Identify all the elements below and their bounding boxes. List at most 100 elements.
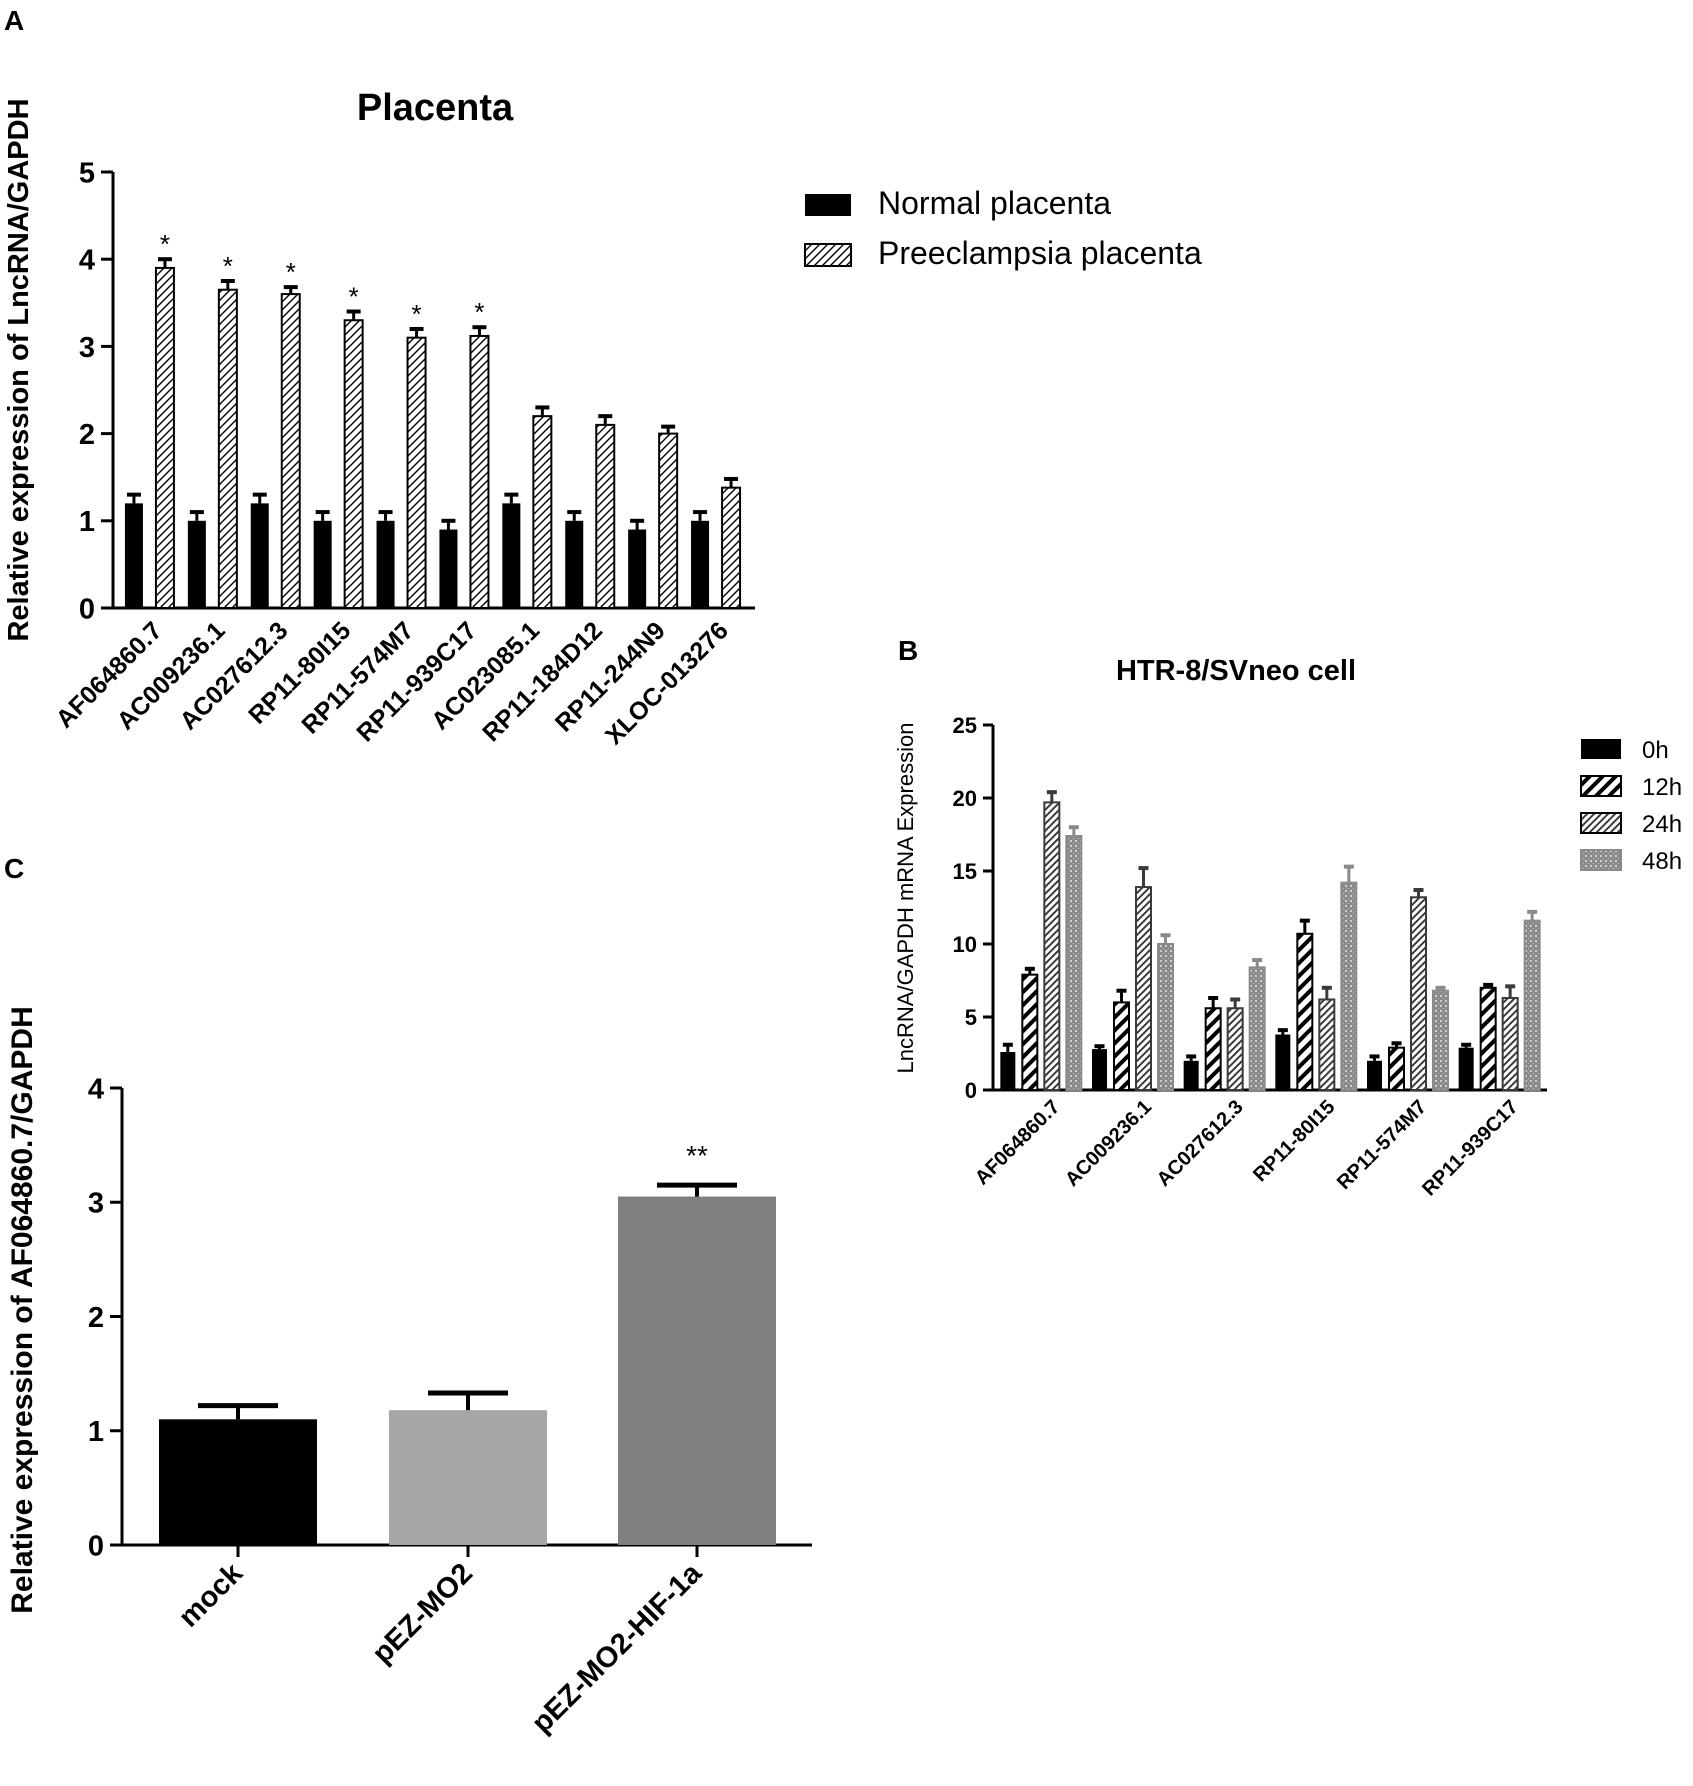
panel-a-title: Placenta (357, 87, 514, 129)
panel-b-bar (1479, 986, 1497, 1091)
legend-label-24h: 24h (1642, 811, 1682, 838)
panel-c-letter: C (4, 853, 24, 884)
panel-b-bar (1501, 997, 1519, 1092)
panel-b-x-tick-label: RP11-574M7 (1333, 1096, 1431, 1194)
panel-b-x-tick-label: RP11-939C17 (1418, 1096, 1522, 1200)
panel-b-axes: 0 5 10 15 20 25 AF064860.7AC009236.1AC027612.3… (953, 713, 1547, 1200)
panel-b-title: HTR-8/SVneo cell (1116, 655, 1356, 687)
panel-a-bar (154, 266, 175, 609)
legend-swatch-preeclampsia-placenta (804, 243, 852, 267)
panel-b-legend: 0h 12h 24h 48h (1580, 737, 1682, 875)
panel-b-x-tick-label: AC009236.1 (1061, 1096, 1156, 1191)
panel-b-y-tick-label: 25 (953, 713, 977, 738)
panel-a-bar (532, 415, 553, 609)
panel-b-y-tick-label: 5 (965, 1005, 977, 1030)
panel-a-significance-label: * (411, 299, 421, 329)
panel-b-ylabel: LncRNA/GAPDH mRNA Expression (893, 723, 918, 1074)
panel-a-bar (565, 520, 584, 608)
panel-a-letter: A (4, 5, 24, 36)
panel-a-bar (595, 423, 616, 609)
panel-a-bar (250, 503, 269, 608)
panel-b-bar (1000, 1052, 1016, 1090)
panel-b-bar (1113, 1001, 1130, 1092)
panel-a-bar (217, 288, 238, 609)
panel-c-x-tick-label: pEZ-MO2-HIF-1a (526, 1557, 709, 1740)
panel-a-bar (187, 520, 206, 608)
panel-c-y-tick-label: 0 (88, 1530, 104, 1562)
panel-a-bar (721, 486, 742, 609)
panel-a-y-tick-label: 1 (79, 506, 95, 538)
panel-a-significance-label: * (349, 282, 359, 312)
panel-b-bar (1226, 1007, 1244, 1091)
legend-swatch-normal-placenta (805, 194, 851, 216)
panel-a-bar (376, 520, 395, 608)
panel-b-bar (1432, 989, 1449, 1091)
legend-swatch-12h (1580, 775, 1622, 797)
legend-label-0h: 0h (1642, 737, 1669, 764)
panel-a-bar (313, 520, 332, 608)
panel-b-y-tick-label: 10 (953, 932, 977, 957)
panel-c-x-tick-label: pEZ-MO2 (366, 1557, 479, 1670)
panel-a-bar (439, 529, 458, 608)
panel-a-significance-label: * (223, 251, 233, 281)
panel-c-bar (389, 1410, 547, 1545)
panel-b-bar (1388, 1046, 1405, 1092)
panel-b-bars (1000, 790, 1541, 1092)
panel-a-bar (658, 432, 679, 609)
panel-a-significance-label: * (474, 297, 484, 327)
panel-c-y-tick-label: 4 (88, 1073, 104, 1105)
panel-b-x-tick-label: AC027612.3 (1153, 1096, 1248, 1191)
panel-a-legend: Normal placenta Preeclampsia placenta (804, 185, 1202, 271)
panel-b-bar (1410, 896, 1427, 1092)
panel-b-bar (1204, 1007, 1222, 1091)
panel-c-bars: ** (159, 1140, 776, 1545)
panel-b-y-tick-label: 15 (953, 859, 977, 884)
panel-b-letter: B (898, 635, 918, 666)
panel-c-ylabel: Relative expression of AF064860.7/GAPDH (6, 1006, 39, 1613)
panel-a-y-tick-label: 3 (79, 332, 95, 364)
panel-b-bar (1043, 801, 1061, 1091)
panel-b-bar (1275, 1034, 1291, 1090)
panel-a-bar (502, 503, 521, 608)
panel-b-bar (1458, 1047, 1474, 1090)
panel-a-bar (406, 336, 427, 609)
panel-a-y-tick-label: 5 (79, 157, 95, 189)
panel-a-bar (628, 529, 647, 608)
panel-b-x-tick-label: AF064860.7 (971, 1096, 1064, 1189)
panel-a-bars: * * * * * * (124, 229, 742, 609)
panel-b-bar (1296, 932, 1314, 1092)
panel-a-ylabel: Relative expression of LncRNA/GAPDH (3, 98, 35, 641)
panel-a-bar (280, 293, 301, 609)
panel-b-bar (1183, 1060, 1199, 1090)
panel-b-y-tick-label: 0 (965, 1078, 977, 1103)
legend-swatch-48h (1580, 849, 1622, 871)
panel-c-bar (618, 1196, 776, 1545)
panel-c-y-tick-label: 1 (88, 1416, 104, 1448)
panel-b-bar (1367, 1060, 1382, 1090)
panel-c-x-tick-label: mock (173, 1557, 250, 1634)
legend-swatch-0h (1581, 739, 1621, 759)
panel-c-bar (159, 1419, 317, 1545)
legend-label-preeclampsia-placenta: Preeclampsia placenta (878, 235, 1202, 271)
panel-c: C Relative expression of AF064860.7/GAPD… (4, 853, 812, 1739)
panel-a: A Placenta Relative expression of LncRNA… (3, 5, 1202, 750)
panel-a-bar (469, 334, 490, 609)
panel-a-y-tick-label: 4 (79, 245, 95, 277)
panel-b-bar (1092, 1049, 1107, 1090)
legend-label-normal-placenta: Normal placenta (878, 185, 1111, 221)
panel-a-bar (124, 503, 143, 608)
panel-b-x-tick-label: RP11-80I15 (1249, 1096, 1339, 1186)
panel-a-y-tick-label: 2 (79, 419, 95, 451)
panel-b-bar (1523, 919, 1541, 1092)
legend-label-12h: 12h (1642, 774, 1682, 801)
panel-a-significance-label: * (160, 229, 170, 259)
panel-b-bar (1340, 881, 1358, 1091)
panel-b-bar (1318, 998, 1336, 1091)
panel-a-significance-label: * (286, 257, 296, 287)
legend-label-48h: 48h (1642, 848, 1682, 875)
panel-a-y-tick-label: 0 (79, 593, 95, 625)
panel-c-significance-label: ** (686, 1140, 708, 1171)
panel-b-bar (1021, 973, 1039, 1091)
